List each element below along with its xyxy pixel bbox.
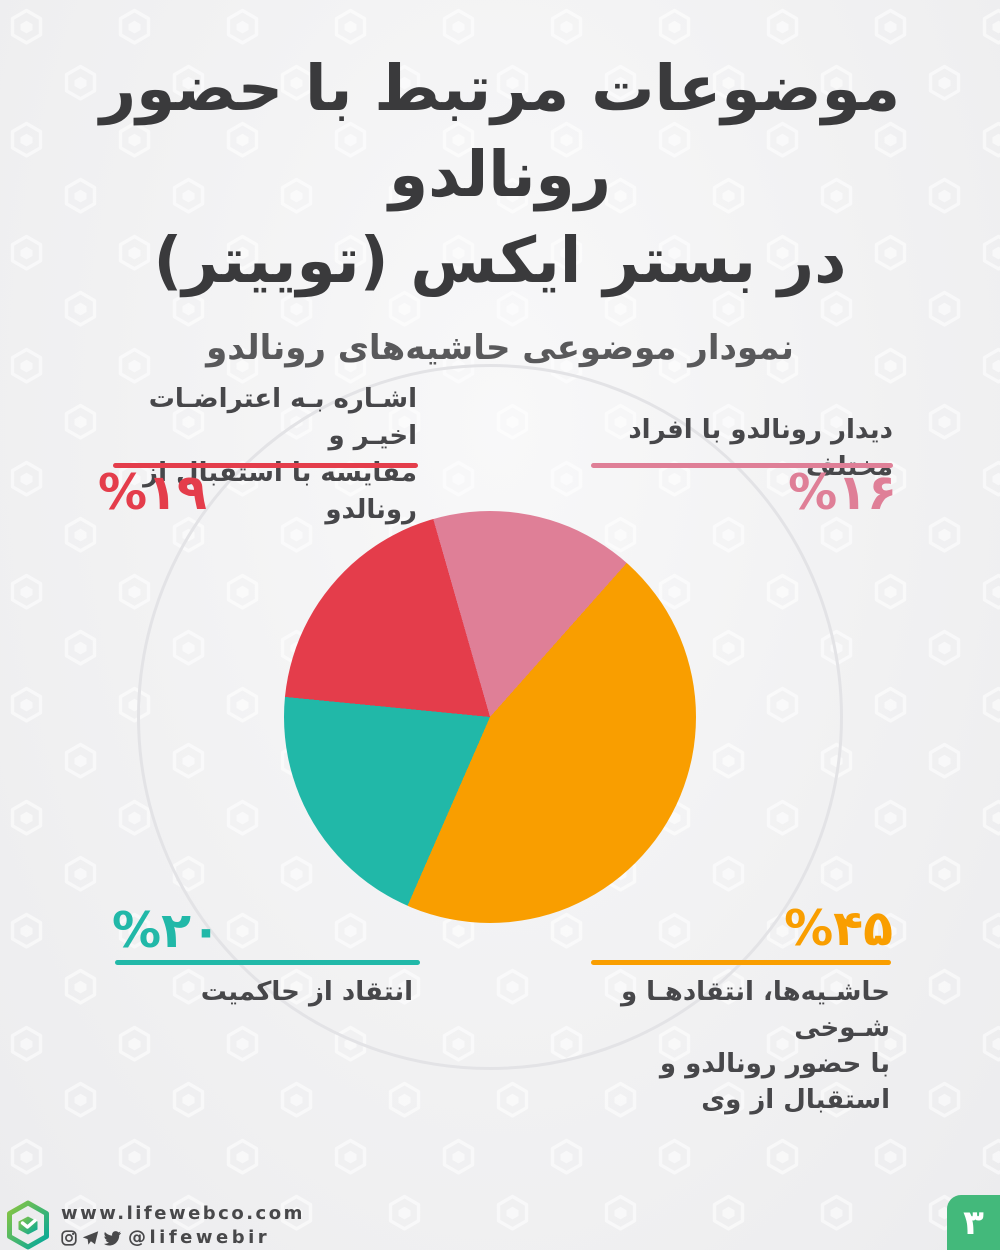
slice-label-line: حاشـیه‌ها، انتقادهـا و شـوخی	[620, 977, 890, 1043]
footer-handle: @lifewebir	[128, 1227, 271, 1248]
footer-branding: www.lifewebco.com	[5, 1200, 305, 1250]
slice-label-line: اشـاره بـه اعتراضـات اخیـر و	[148, 384, 417, 451]
instagram-icon	[61, 1230, 77, 1246]
footer-texts: www.lifewebco.com	[61, 1203, 305, 1248]
footer-social-row: @lifewebir	[61, 1228, 305, 1248]
callout-underline	[115, 960, 420, 965]
lifeweb-logo-icon	[7, 1200, 49, 1250]
footer-website: www.lifewebco.com	[61, 1203, 305, 1224]
pie-chart	[284, 511, 696, 923]
slice-percent-20: %۲۰	[112, 902, 221, 959]
page-title-line2: در بستر ایکس (توییتر)	[153, 224, 847, 297]
callout-underline	[591, 463, 893, 468]
slice-label-jokes: حاشـیه‌ها، انتقادهـا و شـوخی با حضور رون…	[558, 974, 890, 1118]
slice-label-line: با حضور رونالدو و استقبال از وی	[659, 1049, 890, 1115]
page-number-badge: ۳	[947, 1195, 1000, 1250]
callout-underline	[113, 463, 418, 468]
page-subtitle: نمودار موضوعی حاشیه‌های رونالدو	[206, 328, 794, 368]
callout-underline	[591, 960, 891, 965]
slice-percent-16: %۱۶	[788, 464, 897, 521]
slice-percent-45: %۴۵	[784, 900, 893, 957]
callout-protests-19: اشـاره بـه اعتراضـات اخیـر و مقایسه با ا…	[95, 381, 418, 529]
telegram-icon	[82, 1230, 99, 1246]
header: موضوعات مرتبط با حضور رونالدو در بستر ای…	[0, 46, 1000, 370]
callout-meetings-16: دیدار رونالدو با افراد مختلف %۱۶	[571, 412, 897, 519]
slice-label-criticism: انتقاد از حاکمیت	[200, 977, 413, 1007]
twitter-icon	[104, 1230, 121, 1246]
page-title-line1: موضوعات مرتبط با حضور رونالدو	[99, 52, 901, 211]
decor-ring	[137, 364, 843, 1070]
slice-percent-19: %۱۹	[98, 464, 207, 521]
